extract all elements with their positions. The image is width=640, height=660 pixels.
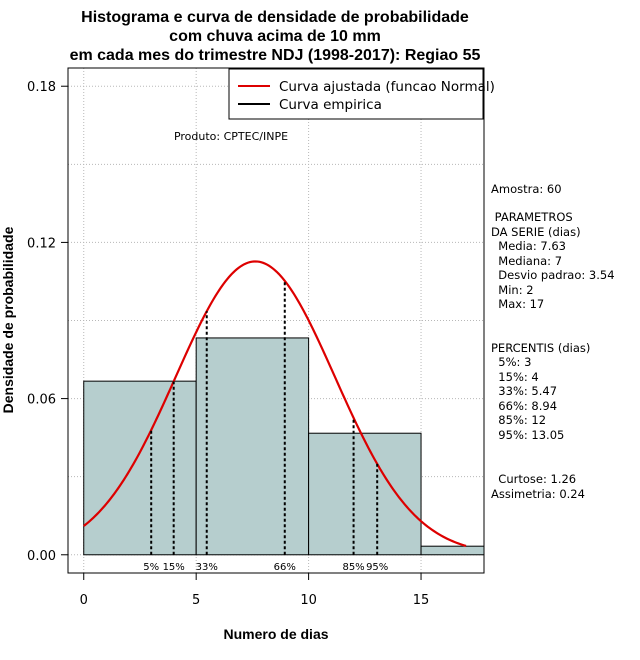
chart-title-line-3: em cada mes do trimestre NDJ (1998-2017)…	[70, 47, 481, 64]
param-min: Min: 2	[491, 283, 534, 297]
percentiles-title: PERCENTIS (dias)	[491, 341, 590, 355]
percentile-label: 15%	[163, 562, 185, 573]
x-tick-label: 5	[192, 593, 200, 608]
percentile-95: 95%: 13.05	[491, 428, 564, 442]
x-tick-label: 15	[413, 593, 430, 608]
params-title-1: PARAMETROS	[491, 210, 573, 224]
density-curve-layer	[83, 260, 467, 548]
product-annotation: Produto: CPTEC/INPE	[174, 130, 288, 143]
legend-label-fitted: Curva ajustada (funcao Normal)	[279, 79, 495, 95]
x-tick-label: 10	[300, 593, 317, 608]
percentile-label: 5%	[143, 562, 159, 573]
param-median: Mediana: 7	[491, 254, 562, 268]
params-title-2: DA SERIE (dias)	[491, 225, 581, 239]
axes: 0 5 10 15 0.00 0.06 0.12 0.18	[27, 80, 429, 608]
histogram-bar	[195, 337, 310, 556]
percentile-label: 33%	[196, 562, 218, 573]
y-tick-label: 0.12	[27, 236, 56, 251]
histogram-bar	[83, 380, 197, 556]
histogram-bar	[420, 545, 485, 556]
percentile-lines: 5% 15% 33% 66% 85% 95%	[143, 280, 388, 573]
percentile-15: 15%: 4	[491, 370, 539, 384]
percentile-label: 95%	[366, 562, 388, 573]
y-tick-label: 0.00	[27, 549, 56, 564]
y-tick-label: 0.06	[27, 393, 56, 408]
param-sd: Desvio padrao: 3.54	[491, 268, 615, 282]
legend-label-empirical: Curva empirica	[279, 97, 382, 113]
percentile-5: 5%: 3	[491, 355, 531, 369]
skewness: Assimetria: 0.24	[491, 487, 585, 501]
percentile-85: 85%: 12	[491, 413, 546, 427]
legend-box	[228, 68, 484, 120]
param-max: Max: 17	[491, 297, 544, 311]
legend: Curva ajustada (funcao Normal) Curva emp…	[228, 68, 495, 120]
chart-title-line-1: Histograma e curva de densidade de proba…	[81, 9, 469, 26]
x-axis-title: Numero de dias	[223, 626, 328, 642]
chart-title-line-2: com chuva acima de 10 mm	[169, 28, 381, 45]
sample-size: Amostra: 60	[491, 182, 562, 196]
param-mean: Media: 7.63	[491, 239, 566, 253]
histogram-bar	[308, 432, 422, 556]
percentile-66: 66%: 8.94	[491, 399, 557, 413]
x-tick-label: 0	[80, 593, 88, 608]
histogram-bars	[83, 337, 485, 556]
percentile-label: 85%	[342, 562, 364, 573]
percentile-label: 66%	[274, 562, 296, 573]
y-tick-label: 0.18	[27, 80, 56, 95]
kurtosis: Curtose: 1.26	[491, 472, 576, 486]
percentile-33: 33%: 5.47	[491, 384, 557, 398]
statistics-panel: Amostra: 60 PARAMETROS DA SERIE (dias) M…	[491, 182, 615, 501]
normal-density-curve	[83, 260, 467, 548]
y-axis-title: Densidade de probabilidade	[0, 226, 16, 413]
